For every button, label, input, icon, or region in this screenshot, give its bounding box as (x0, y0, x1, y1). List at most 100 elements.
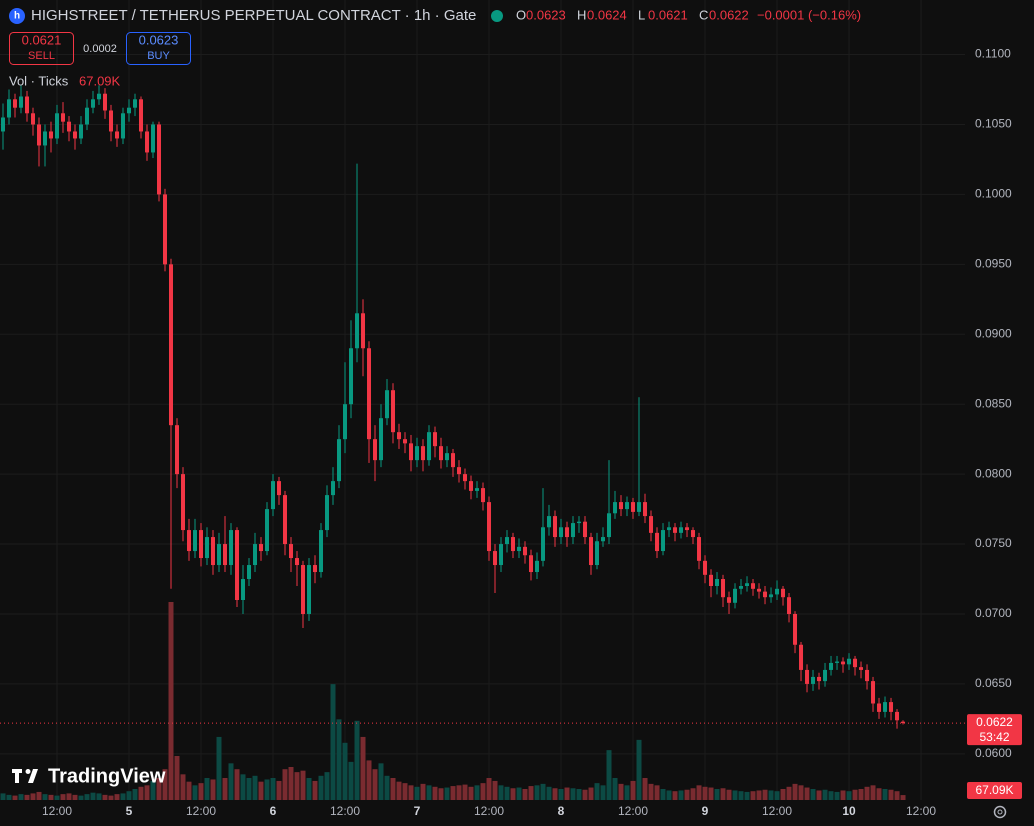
buy-button[interactable] (126, 32, 191, 65)
candle-body (139, 99, 144, 132)
buy-price[interactable]: 0.0623 (139, 32, 179, 47)
y-tick-label: 0.0750 (975, 536, 1012, 550)
sell-button[interactable] (9, 32, 74, 65)
volume-bar (900, 795, 906, 800)
volume-bar (468, 786, 474, 800)
candle-body (679, 527, 684, 533)
volume-bar (342, 742, 348, 800)
candle-body (337, 439, 342, 482)
settings-button[interactable] (993, 805, 1007, 819)
last-price-label: 0.0622 (976, 715, 1013, 729)
volume-value-label: 67.09K (975, 783, 1013, 797)
volume-bar (456, 785, 462, 800)
candle-body (595, 541, 600, 566)
volume-bar (204, 778, 210, 800)
candle-body (427, 432, 432, 461)
candle-body (799, 644, 804, 670)
sell-label[interactable]: SELL (28, 50, 55, 62)
volume-bar (492, 780, 498, 800)
volume-bar (192, 785, 198, 800)
brand-name: TradingView (48, 765, 166, 787)
volume-bar (348, 761, 354, 800)
y-tick-label: 0.1000 (975, 187, 1012, 201)
candle-body (373, 439, 378, 461)
y-tick-label: 0.0950 (975, 257, 1012, 271)
candle-body (415, 446, 420, 461)
volume-bar (792, 783, 798, 800)
volume-bar (786, 786, 792, 800)
ohlc-key: H (577, 7, 586, 22)
candle-body (445, 453, 450, 461)
volume-bar (528, 786, 534, 800)
y-tick-label: 0.1050 (975, 117, 1012, 131)
volume-bar (486, 778, 492, 800)
volume-bar (174, 756, 180, 800)
volume-bar (222, 778, 228, 800)
candle-body (241, 579, 246, 600)
volume-bar (228, 763, 234, 800)
candle-body (187, 530, 192, 552)
candle-body (175, 425, 180, 475)
candle-body (409, 443, 414, 461)
candle-body (91, 99, 96, 108)
candle-body (889, 702, 894, 712)
y-tick-label: 0.0600 (975, 746, 1012, 760)
volume-bar (660, 789, 666, 800)
y-tick-label: 0.0700 (975, 606, 1012, 620)
buy-label[interactable]: BUY (147, 50, 170, 62)
candle-body (793, 613, 798, 645)
volume-bar (30, 793, 36, 800)
volume-bar (534, 785, 540, 800)
candle-body (127, 107, 132, 114)
candle-body (655, 532, 660, 552)
candle-body (475, 488, 480, 491)
volume-bar (96, 793, 102, 800)
volume-bar (54, 795, 60, 800)
volume-bar (858, 789, 864, 800)
candle-body (643, 502, 648, 517)
candle-body (13, 99, 18, 108)
candle-body (421, 446, 426, 461)
candle-body (805, 669, 810, 684)
candle-body (193, 530, 198, 552)
candle-body (709, 574, 714, 587)
candle-body (469, 481, 474, 491)
candle-body (565, 527, 570, 538)
candle-body (85, 107, 90, 125)
candle-body (397, 432, 402, 440)
candle-body (463, 474, 468, 482)
x-tick-label: 12:00 (42, 804, 72, 818)
volume-bar (612, 778, 618, 800)
volume-bar (576, 789, 582, 800)
volume-bar (540, 783, 546, 800)
volume-bar (672, 791, 678, 800)
volume-bar (864, 786, 870, 800)
volume-bar (756, 790, 762, 800)
volume-bar (678, 790, 684, 800)
candle-body (877, 703, 882, 712)
candle-body (853, 658, 858, 668)
x-tick-label: 6 (270, 804, 277, 818)
candle-body (259, 544, 264, 552)
volume-bar (36, 791, 42, 800)
volume-bar (126, 791, 132, 800)
symbol-logo-letter: h (14, 11, 20, 22)
settings-button-center[interactable] (997, 809, 1003, 815)
candle-body (541, 527, 546, 561)
candle-body (25, 96, 30, 114)
volume-bar (846, 791, 852, 800)
candle-body (511, 537, 516, 552)
sell-price[interactable]: 0.0621 (22, 32, 62, 47)
candle-body (133, 99, 138, 108)
volume-bar (498, 785, 504, 800)
candle-body (571, 523, 576, 538)
candle-body (115, 131, 120, 139)
volume-bar (840, 790, 846, 800)
volume-bar (780, 789, 786, 800)
candle-body (529, 555, 534, 573)
volume-bar (654, 785, 660, 800)
candle-body (769, 594, 774, 598)
volume-value-box (967, 782, 1022, 799)
volume-bar (666, 790, 672, 800)
volume-bar (12, 795, 18, 800)
